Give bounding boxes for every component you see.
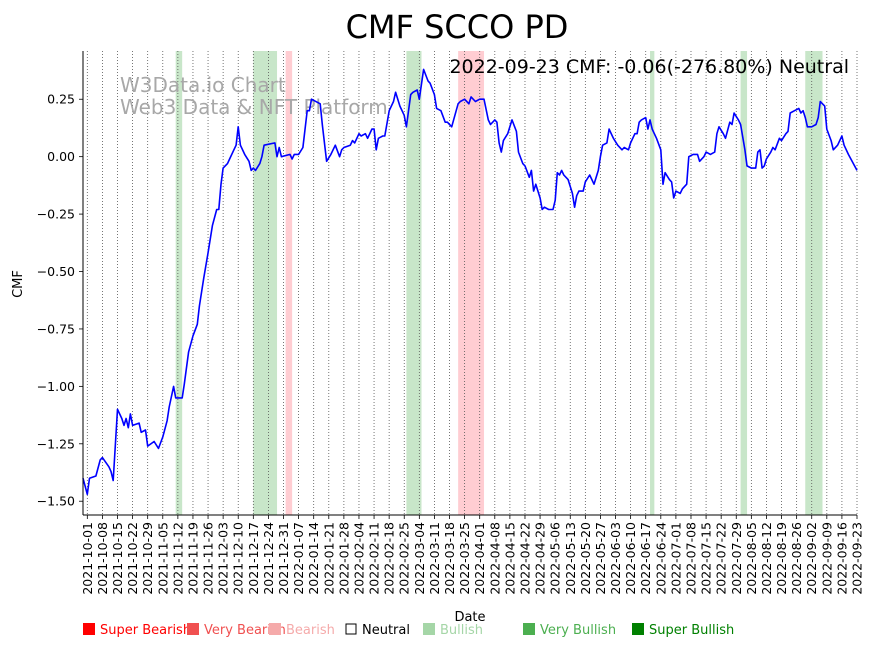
x-tick-label: 2022-08-26: [789, 522, 804, 595]
x-tick-label: 2021-10-08: [95, 522, 110, 595]
x-tick-label: 2022-02-04: [351, 522, 366, 595]
cmf-series-line: [82, 68, 858, 496]
band-bullish-1: [253, 51, 278, 515]
band-bullish-5: [650, 51, 655, 515]
y-tick-label: −1.25: [37, 436, 75, 451]
y-tick-label: 0.25: [47, 92, 75, 107]
band-bullish-0: [175, 51, 183, 515]
x-tick-label: 2021-11-05: [155, 522, 170, 595]
band-bullish-3: [406, 51, 422, 515]
band-bullish-6: [740, 51, 748, 515]
y-tick-label: −1.50: [37, 494, 75, 509]
x-axis-label: Date: [454, 610, 485, 625]
y-axis-label: CMF: [11, 270, 26, 298]
x-tick-label: 2022-06-10: [623, 522, 638, 595]
x-tick-label: 2022-02-18: [382, 522, 397, 595]
x-tick-label: 2021-12-17: [246, 522, 261, 595]
legend-label: Very Bearish: [204, 623, 286, 638]
signal-bands: [175, 51, 823, 515]
x-tick-label: 2022-06-24: [653, 522, 668, 595]
x-tick-label: 2021-12-31: [276, 522, 291, 595]
x-tick-label: 2021-10-29: [140, 522, 155, 595]
x-tick-label: 2022-09-16: [834, 522, 849, 595]
x-ticks: 2021-10-01 2021-10-08 2021-10-15 2021-10-22…: [80, 515, 865, 595]
x-tick-label: 2022-07-08: [683, 522, 698, 595]
x-tick-label: 2022-04-15: [502, 522, 517, 595]
legend-label: Bullish: [440, 623, 483, 638]
legend: Super Bearish Very Bearish Bearish Neutral B…: [83, 623, 734, 638]
x-tick-label: 2022-03-11: [427, 522, 442, 595]
x-tick-label: 2022-05-06: [548, 522, 563, 595]
x-tick-label: 2022-04-01: [472, 522, 487, 595]
x-tick-label: 2022-01-21: [321, 522, 336, 595]
band-bearish-4: [458, 51, 485, 515]
x-tick-label: 2022-06-17: [638, 522, 653, 595]
y-tick-label: 0.00: [47, 149, 75, 164]
x-tick-label: 2022-01-07: [291, 522, 306, 595]
band-bearish-2: [285, 51, 293, 515]
x-tick-label: 2022-03-04: [412, 522, 427, 595]
x-tick-label: 2022-09-09: [819, 522, 834, 595]
x-tick-label: 2022-05-27: [593, 522, 608, 595]
watermark-line-1: W3Data.io Chart: [120, 73, 286, 97]
x-tick-label: 2022-06-03: [608, 522, 623, 595]
y-tick-label: −0.75: [37, 321, 75, 336]
x-tick-label: 2022-04-08: [487, 522, 502, 595]
x-tick-label: 2021-11-26: [201, 522, 216, 595]
x-tick-label: 2022-02-25: [397, 522, 412, 595]
y-ticks: 0.25 0.00 −0.25 −0.50 −0.75 −1.00 −1.25 −1.50: [37, 92, 83, 509]
legend-swatch-bullish: [423, 623, 435, 635]
x-tick-label: 2022-03-18: [442, 522, 457, 595]
latest-value-annotation: 2022-09-23 CMF: -0.06(-276.80%) Neutral: [449, 56, 849, 78]
x-tick-label: 2021-12-10: [231, 522, 246, 595]
x-tick-label: 2022-02-11: [367, 522, 382, 595]
x-tick-label: 2021-10-22: [125, 522, 140, 595]
legend-label: Bearish: [286, 623, 335, 638]
legend-swatch-super-bearish: [83, 623, 95, 635]
y-tick-label: −0.25: [37, 207, 75, 222]
x-tick-label: 2021-10-01: [80, 522, 95, 595]
chart-title: CMF SCCO PD: [346, 8, 569, 46]
x-tick-label: 2022-07-15: [699, 522, 714, 595]
x-tick-label: 2022-07-29: [729, 522, 744, 595]
legend-label: Super Bullish: [649, 623, 734, 638]
x-tick-label: 2022-04-29: [533, 522, 548, 595]
x-tick-label: 2022-07-01: [668, 522, 683, 595]
x-tick-label: 2021-12-03: [216, 522, 231, 595]
x-tick-label: 2022-03-25: [457, 522, 472, 595]
y-tick-label: −1.00: [37, 379, 75, 394]
axes: [82, 51, 857, 516]
watermark-line-2: Web3 Data & NFT Platform: [120, 95, 388, 119]
x-tick-label: 2022-08-19: [774, 522, 789, 595]
legend-label: Very Bullish: [540, 623, 616, 638]
x-tick-label: 2022-05-13: [563, 522, 578, 595]
x-tick-label: 2022-04-22: [517, 522, 532, 595]
x-gridlines: [86, 51, 858, 515]
x-tick-label: 2021-10-15: [110, 522, 125, 595]
x-tick-label: 2022-09-02: [804, 522, 819, 595]
legend-label: Neutral: [362, 623, 410, 638]
legend-swatch-bearish: [269, 623, 281, 635]
legend-swatch-neutral: [345, 623, 357, 635]
x-tick-label: 2022-05-20: [578, 522, 593, 595]
legend-swatch-very-bullish: [523, 623, 535, 635]
x-tick-label: 2022-01-28: [336, 522, 351, 595]
legend-swatch-very-bearish: [187, 623, 199, 635]
x-tick-label: 2022-01-14: [306, 522, 321, 595]
band-bullish-7: [805, 51, 823, 515]
x-tick-label: 2022-08-05: [744, 522, 759, 595]
legend-label: Super Bearish: [100, 623, 191, 638]
x-tick-label: 2022-07-22: [714, 522, 729, 595]
y-tick-label: −0.50: [37, 264, 75, 279]
x-tick-label: 2022-09-23: [850, 522, 865, 595]
x-tick-label: 2021-11-12: [170, 522, 185, 595]
x-tick-label: 2021-11-19: [185, 522, 200, 595]
x-tick-label: 2022-08-12: [759, 522, 774, 595]
x-tick-label: 2021-12-24: [261, 522, 276, 595]
legend-swatch-super-bullish: [632, 623, 644, 635]
